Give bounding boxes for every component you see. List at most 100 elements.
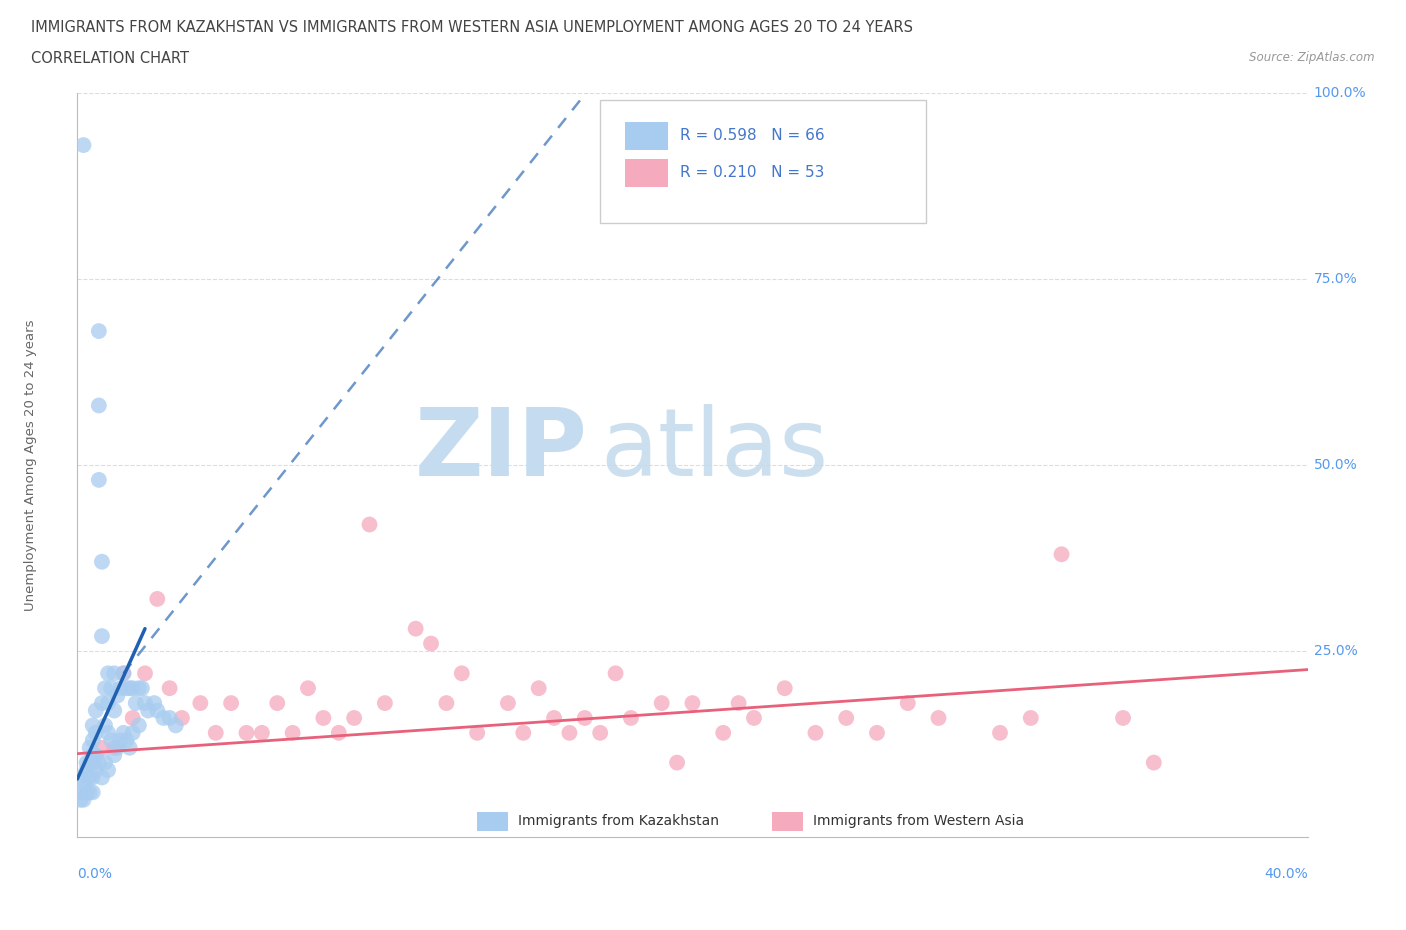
Point: [328, 725, 350, 740]
Bar: [624, 159, 668, 188]
Point: [97, 725, 120, 740]
Point: [558, 725, 581, 740]
Point: [112, 725, 135, 740]
Point: [835, 711, 858, 725]
Text: Unemployment Among Ages 20 to 24 years: Unemployment Among Ages 20 to 24 years: [24, 319, 37, 611]
Point: [112, 666, 135, 681]
Point: [928, 711, 950, 725]
Point: [94, 755, 117, 770]
Point: [134, 696, 156, 711]
Point: [69, 770, 91, 785]
Point: [543, 711, 565, 725]
Point: [103, 740, 125, 755]
Point: [87, 324, 110, 339]
Point: [76, 763, 98, 777]
Point: [450, 666, 472, 681]
Point: [69, 792, 91, 807]
Point: [118, 681, 141, 696]
Point: [97, 696, 120, 711]
Point: [87, 472, 110, 487]
Point: [146, 591, 169, 606]
Point: [82, 733, 104, 748]
FancyBboxPatch shape: [600, 100, 927, 223]
Point: [159, 711, 181, 725]
Text: 25.0%: 25.0%: [1313, 644, 1357, 658]
Point: [152, 711, 174, 725]
Text: Immigrants from Western Asia: Immigrants from Western Asia: [813, 815, 1024, 829]
Point: [84, 725, 107, 740]
Point: [90, 696, 114, 711]
Point: [235, 725, 257, 740]
Point: [82, 770, 104, 785]
Point: [159, 681, 181, 696]
Point: [128, 718, 150, 733]
Text: Source: ZipAtlas.com: Source: ZipAtlas.com: [1250, 51, 1375, 64]
Text: 100.0%: 100.0%: [1313, 86, 1367, 100]
Point: [84, 763, 107, 777]
Point: [103, 748, 125, 763]
Text: R = 0.210   N = 53: R = 0.210 N = 53: [681, 166, 824, 180]
Point: [1050, 547, 1073, 562]
Point: [112, 666, 135, 681]
Point: [897, 696, 920, 711]
Point: [1112, 711, 1135, 725]
Point: [115, 681, 138, 696]
Point: [527, 681, 550, 696]
Point: [90, 770, 114, 785]
Point: [84, 703, 107, 718]
Point: [76, 770, 98, 785]
Point: [620, 711, 643, 725]
Bar: [624, 122, 668, 151]
Point: [131, 681, 153, 696]
Point: [72, 792, 94, 807]
Point: [165, 718, 187, 733]
Text: IMMIGRANTS FROM KAZAKHSTAN VS IMMIGRANTS FROM WESTERN ASIA UNEMPLOYMENT AMONG AG: IMMIGRANTS FROM KAZAKHSTAN VS IMMIGRANTS…: [31, 20, 912, 35]
Point: [866, 725, 889, 740]
Point: [115, 733, 138, 748]
Point: [72, 777, 94, 792]
Point: [682, 696, 704, 711]
Point: [82, 755, 104, 770]
Text: 40.0%: 40.0%: [1264, 867, 1308, 881]
Point: [94, 718, 117, 733]
Point: [465, 725, 488, 740]
Point: [727, 696, 749, 711]
Point: [110, 681, 132, 696]
Point: [405, 621, 427, 636]
Point: [97, 666, 120, 681]
Point: [711, 725, 734, 740]
Point: [110, 733, 132, 748]
Point: [136, 703, 159, 718]
Point: [84, 748, 107, 763]
Bar: [477, 812, 508, 831]
Point: [105, 688, 128, 703]
Point: [297, 681, 319, 696]
Point: [72, 138, 94, 153]
Point: [512, 725, 534, 740]
Point: [82, 785, 104, 800]
Point: [79, 785, 101, 800]
Point: [143, 696, 166, 711]
Text: ZIP: ZIP: [415, 405, 588, 496]
Text: 75.0%: 75.0%: [1313, 272, 1357, 286]
Point: [219, 696, 242, 711]
Bar: [772, 812, 803, 831]
Point: [76, 785, 98, 800]
Point: [118, 740, 141, 755]
Point: [76, 755, 98, 770]
Point: [281, 725, 304, 740]
Point: [105, 740, 128, 755]
Point: [170, 711, 193, 725]
Text: atlas: atlas: [600, 405, 828, 496]
Point: [87, 398, 110, 413]
Point: [103, 666, 125, 681]
Text: 0.0%: 0.0%: [77, 867, 112, 881]
Point: [359, 517, 381, 532]
Point: [266, 696, 288, 711]
Point: [121, 725, 143, 740]
Point: [988, 725, 1011, 740]
Point: [312, 711, 335, 725]
Point: [420, 636, 443, 651]
Point: [125, 696, 148, 711]
Point: [773, 681, 796, 696]
